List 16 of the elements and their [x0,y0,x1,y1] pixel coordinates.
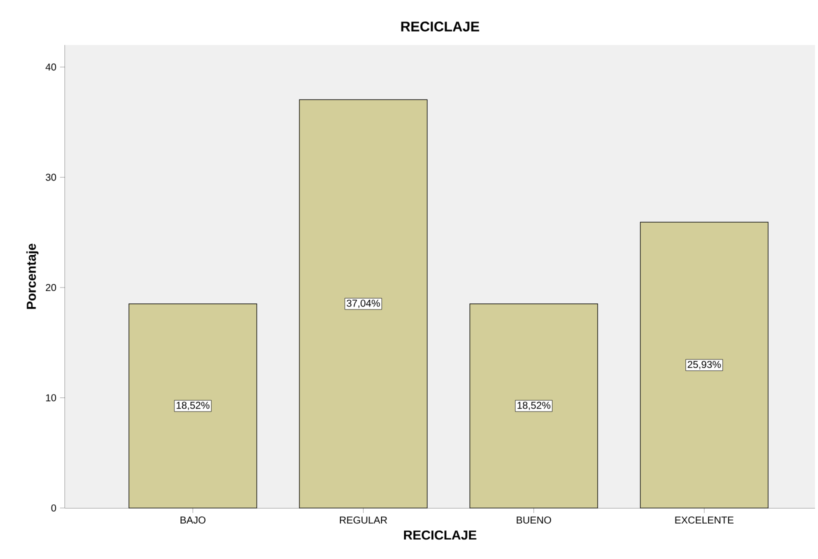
y-tick-label: 0 [51,504,56,512]
x-tick-label: EXCELENTE [675,516,734,524]
data-label: 18,52% [518,402,550,410]
x-axis-title: RECICLAJE [404,530,476,540]
chart-title: RECICLAJE [401,22,480,32]
x-tick-label: REGULAR [340,516,388,524]
y-axis-title: Porcentaje [26,244,38,309]
data-label: 25,93% [688,360,721,370]
data-label: 37,04% [346,300,380,308]
y-tick-label: 10 [46,394,56,402]
x-tick-label: BUENO [516,516,552,524]
x-tick-label: BAJO [180,516,206,524]
y-tick-label: 30 [46,174,56,181]
data-label: 18,52% [176,402,210,410]
y-tick-label: 40 [46,64,56,71]
y-tick-label: 20 [46,284,56,292]
